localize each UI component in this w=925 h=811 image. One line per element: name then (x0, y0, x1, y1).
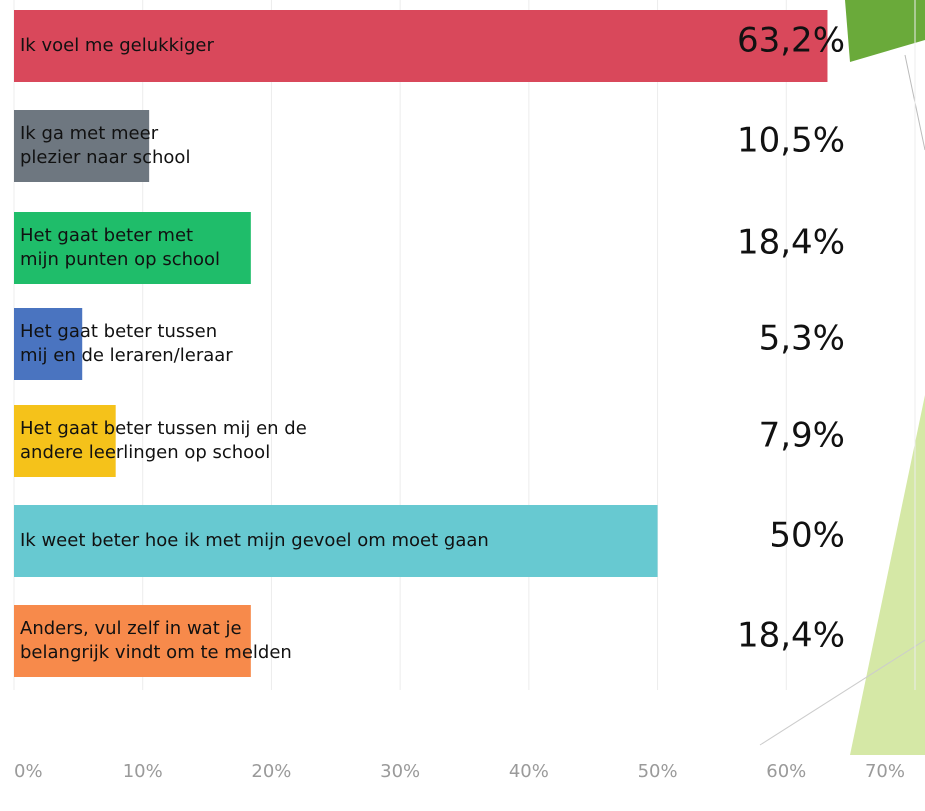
category-label: Anders, vul zelf in wat je belangrijk vin… (20, 618, 292, 663)
category-label: Ik weet beter hoe ik met mijn gevoel om … (20, 530, 489, 551)
bar (14, 505, 658, 577)
value-label: 7,9% (759, 416, 845, 456)
x-tick-label: 0% (14, 761, 43, 782)
category-label: Het gaat beter tussen mij en de andere le… (20, 418, 307, 463)
bar (14, 212, 251, 284)
decoration (845, 0, 925, 62)
value-label: 18,4% (737, 223, 845, 263)
value-label: 5,3% (759, 319, 845, 359)
bar (14, 308, 83, 380)
x-tick-label: 40% (509, 761, 549, 782)
value-label: 18,4% (737, 616, 845, 656)
category-label: Het gaat beter tussen mij en de leraren/l… (20, 321, 233, 366)
category-label: Ik voel me gelukkiger (20, 35, 215, 56)
x-tick-label: 10% (123, 761, 163, 782)
value-label: 63,2% (737, 21, 845, 61)
category-label: Ik ga met meer plezier naar school (20, 123, 190, 168)
x-tick-label: 20% (251, 761, 291, 782)
x-tick-label: 50% (638, 761, 678, 782)
bar (14, 605, 251, 677)
bar (14, 110, 150, 182)
bar (14, 10, 828, 82)
decoration (850, 395, 925, 755)
x-tick-label: 70% (865, 761, 905, 782)
category-label: Het gaat beter met mijn punten op school (20, 225, 220, 270)
bar (14, 405, 116, 477)
decoration (759, 639, 925, 746)
x-tick-label: 60% (766, 761, 806, 782)
x-tick-label: 30% (380, 761, 420, 782)
value-label: 10,5% (737, 121, 845, 161)
value-label: 50% (769, 516, 845, 556)
